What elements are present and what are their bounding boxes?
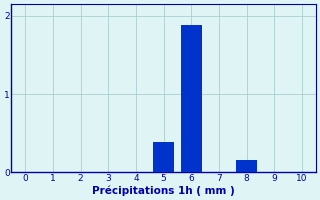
Bar (153, 142, 174, 172)
Bar (236, 160, 257, 172)
X-axis label: Précipitations 1h ( mm ): Précipitations 1h ( mm ) (92, 185, 235, 196)
Bar (181, 25, 202, 172)
